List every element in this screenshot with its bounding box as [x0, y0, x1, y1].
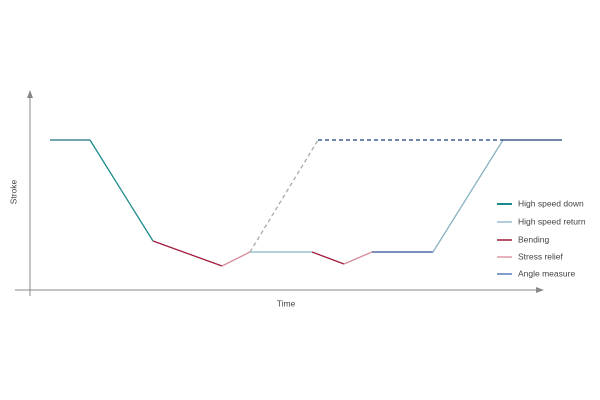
segment: [221, 251, 251, 267]
legend-label: Bending: [518, 234, 549, 244]
legend-label: Angle measure: [518, 268, 575, 278]
segment: [432, 139, 504, 253]
y-axis-arrow: [27, 90, 33, 98]
segment: [311, 251, 345, 265]
legend-label: Stress relief: [518, 251, 564, 261]
legend-label: High speed down: [518, 198, 584, 208]
segment: [343, 251, 373, 265]
stroke-path: [50, 139, 562, 267]
legend: High speed down High speed return Bendin…: [497, 198, 586, 278]
x-axis-arrow: [536, 287, 544, 293]
dashed-segment: [249, 139, 319, 253]
y-axis-label: Stroke: [8, 179, 18, 204]
legend-label: High speed return: [518, 216, 586, 226]
x-axis-label: Time: [277, 298, 296, 308]
segment: [89, 139, 154, 242]
segment: [152, 240, 223, 267]
